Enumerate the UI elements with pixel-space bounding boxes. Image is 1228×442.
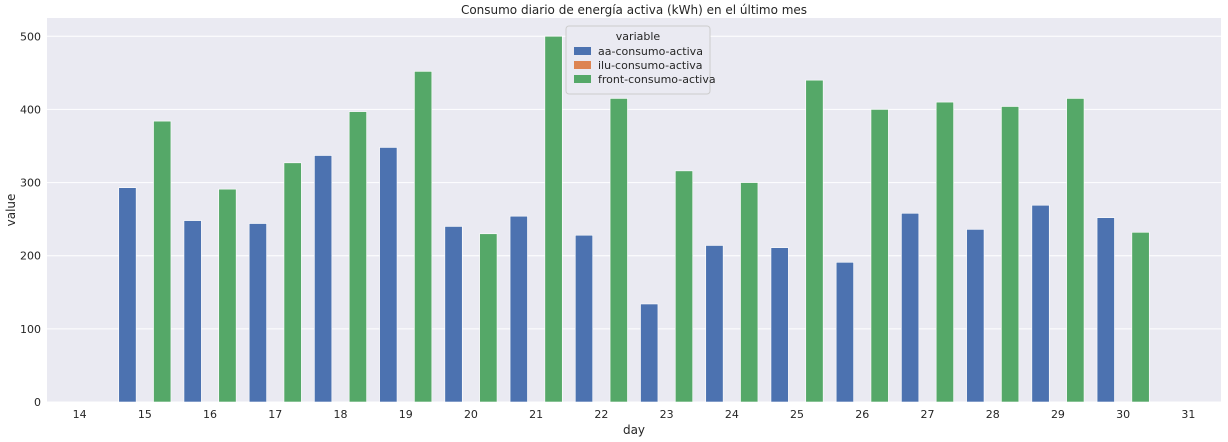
bar-front-consumo-activa-21 xyxy=(544,35,563,403)
x-tick-label: 24 xyxy=(725,408,739,421)
bar-front-consumo-activa-18 xyxy=(348,111,367,403)
x-tick-label: 29 xyxy=(1051,408,1065,421)
bar-front-consumo-activa-16 xyxy=(218,188,237,403)
bar-aa-consumo-activa-15 xyxy=(118,187,137,403)
bar-aa-consumo-activa-27 xyxy=(901,212,920,403)
bar-aa-consumo-activa-22 xyxy=(574,234,593,403)
bar-front-consumo-activa-27 xyxy=(935,101,954,403)
x-tick-label: 15 xyxy=(138,408,152,421)
legend-label-front-consumo-activa: front-consumo-activa xyxy=(598,73,716,86)
bar-aa-consumo-activa-18 xyxy=(314,155,333,403)
x-tick-label: 23 xyxy=(660,408,674,421)
x-tick-label: 22 xyxy=(594,408,608,421)
x-tick-label: 26 xyxy=(855,408,869,421)
legend: variable aa-consumo-activailu-consumo-ac… xyxy=(565,25,716,95)
bar-front-consumo-activa-22 xyxy=(609,98,628,403)
bar-aa-consumo-activa-28 xyxy=(966,229,985,403)
bar-aa-consumo-activa-24 xyxy=(705,245,724,403)
bar-front-consumo-activa-26 xyxy=(870,109,889,403)
y-tick-label: 500 xyxy=(20,30,41,43)
x-tick-label: 25 xyxy=(790,408,804,421)
bar-front-consumo-activa-20 xyxy=(479,233,498,403)
bar-aa-consumo-activa-26 xyxy=(835,261,854,403)
x-tick-label: 31 xyxy=(1181,408,1195,421)
y-tick-label: 100 xyxy=(20,323,41,336)
bar-front-consumo-activa-25 xyxy=(805,79,824,403)
x-tick-label: 21 xyxy=(529,408,543,421)
bar-front-consumo-activa-30 xyxy=(1131,232,1150,403)
bar-front-consumo-activa-15 xyxy=(153,120,172,403)
x-tick-label: 19 xyxy=(399,408,413,421)
x-tick-label: 18 xyxy=(334,408,348,421)
legend-swatch-ilu-consumo-activa xyxy=(574,61,591,69)
legend-swatch-front-consumo-activa xyxy=(574,75,591,83)
x-tick-label: 14 xyxy=(73,408,87,421)
legend-label-aa-consumo-activa: aa-consumo-activa xyxy=(598,45,703,58)
bar-aa-consumo-activa-23 xyxy=(640,303,659,403)
y-tick-label: 0 xyxy=(34,396,41,409)
bar-aa-consumo-activa-30 xyxy=(1096,217,1115,403)
bars xyxy=(118,35,1150,403)
bar-front-consumo-activa-23 xyxy=(675,170,694,403)
bar-aa-consumo-activa-19 xyxy=(379,147,398,403)
legend-label-ilu-consumo-activa: ilu-consumo-activa xyxy=(598,59,703,72)
x-tick-label: 27 xyxy=(921,408,935,421)
bar-front-consumo-activa-17 xyxy=(283,162,302,403)
y-tick-labels: 0 100 200 300 400 500 xyxy=(20,30,41,409)
legend-title: variable xyxy=(616,30,661,43)
y-tick-label: 400 xyxy=(20,103,41,116)
y-tick-label: 200 xyxy=(20,250,41,263)
legend-swatch-aa-consumo-activa xyxy=(574,47,591,55)
x-tick-label: 16 xyxy=(203,408,217,421)
x-tick-label: 30 xyxy=(1116,408,1130,421)
y-axis-title: value xyxy=(4,194,18,227)
x-tick-label: 17 xyxy=(268,408,282,421)
x-axis-title: day xyxy=(623,423,645,437)
legend-box xyxy=(565,25,711,95)
bar-aa-consumo-activa-21 xyxy=(509,215,528,403)
bar-aa-consumo-activa-29 xyxy=(1031,204,1050,403)
x-tick-labels: 14 15 16 17 18 19 20 21 22 23 24 25 26 27 28 29 30 31 xyxy=(73,408,1196,421)
x-tick-label: 28 xyxy=(986,408,1000,421)
bar-aa-consumo-activa-25 xyxy=(770,247,789,403)
bar-front-consumo-activa-28 xyxy=(1001,106,1020,403)
bar-aa-consumo-activa-16 xyxy=(183,220,202,403)
bar-front-consumo-activa-29 xyxy=(1066,98,1085,403)
bar-aa-consumo-activa-20 xyxy=(444,226,463,403)
legend-items: aa-consumo-activailu-consumo-activafront… xyxy=(574,45,716,86)
bar-front-consumo-activa-19 xyxy=(414,71,433,403)
chart-title: Consumo diario de energía activa (kWh) e… xyxy=(461,3,807,17)
bar-aa-consumo-activa-17 xyxy=(248,223,267,403)
x-tick-label: 20 xyxy=(464,408,478,421)
bar-front-consumo-activa-24 xyxy=(740,182,759,403)
y-tick-label: 300 xyxy=(20,177,41,190)
